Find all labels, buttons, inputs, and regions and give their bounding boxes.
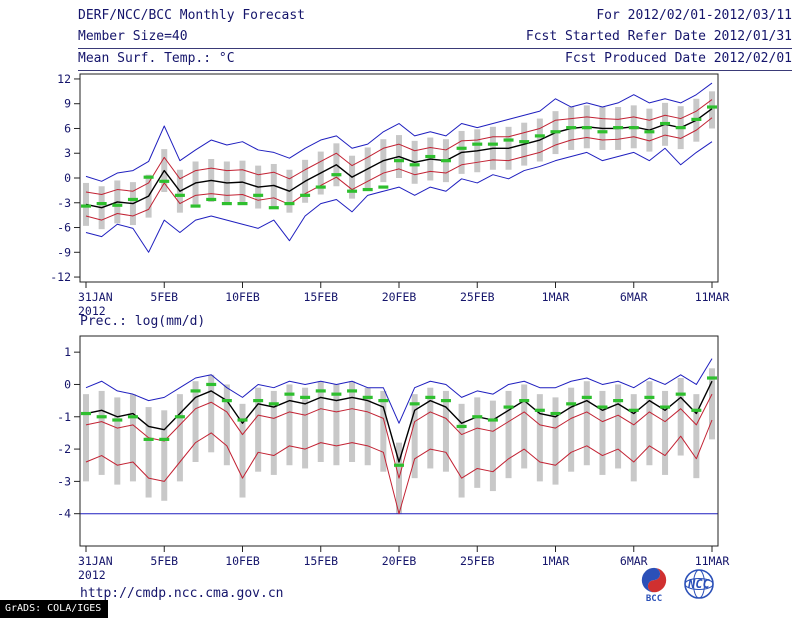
header: DERF/NCC/BCC Monthly Forecast For 2012/0… <box>78 6 792 71</box>
svg-text:31JAN: 31JAN <box>78 290 113 304</box>
svg-text:-4: -4 <box>57 507 71 521</box>
bcc-logo: BCC <box>638 566 670 604</box>
ensemble-min-line <box>85 141 713 253</box>
svg-text:-6: -6 <box>57 221 71 235</box>
plot-frame <box>79 335 719 547</box>
svg-text:15FEB: 15FEB <box>303 290 338 304</box>
header-row-member: Member Size=40 Fcst Started Refer Date 2… <box>78 27 792 49</box>
svg-text:-3: -3 <box>57 196 71 210</box>
header-row-variable: Mean Surf. Temp.: °C Fcst Produced Date … <box>78 49 792 71</box>
logos: BCC NCC <box>638 566 720 604</box>
svg-text:10FEB: 10FEB <box>225 290 260 304</box>
svg-text:0: 0 <box>64 377 71 391</box>
svg-text:5FEB: 5FEB <box>150 554 178 568</box>
fcst-start-date-label: Fcst Started Refer Date 2012/01/31 <box>525 29 792 44</box>
x-axis-ticks: 31JAN 5FEB 10FEB 15FEB 20FEB 25FEB 1MAR 6MAR 11M… <box>78 282 729 304</box>
svg-text:11MAR: 11MAR <box>695 290 730 304</box>
svg-text:1MAR: 1MAR <box>542 554 570 568</box>
precipitation-chart: -4 -3 -2 -1 0 1 31JAN 5FEB 10FEB 15FEB 20FEB 25FEB 1… <box>57 335 729 582</box>
x-axis-year-label: 2012 <box>78 568 106 582</box>
svg-text:5FEB: 5FEB <box>150 290 178 304</box>
source-url[interactable]: http://cmdp.ncc.cma.gov.cn <box>80 586 284 601</box>
svg-text:1: 1 <box>64 345 71 359</box>
svg-text:-2: -2 <box>57 442 71 456</box>
svg-text:6MAR: 6MAR <box>620 290 648 304</box>
observation-dashes <box>81 105 717 210</box>
svg-text:25FEB: 25FEB <box>460 290 495 304</box>
svg-text:-1: -1 <box>57 410 71 424</box>
svg-text:6MAR: 6MAR <box>620 554 648 568</box>
temp-panel-title: Mean Surf. Temp.: °C <box>78 51 235 66</box>
precip-panel-title: Prec.: log(mm/d) <box>80 314 206 329</box>
x-axis-year-label: 2012 <box>78 304 106 318</box>
svg-text:9: 9 <box>64 97 71 111</box>
bcc-logo-icon <box>641 567 667 593</box>
svg-text:-3: -3 <box>57 474 71 488</box>
ncc-logo: NCC <box>678 566 720 602</box>
lower-quartile-line <box>85 117 713 221</box>
svg-text:1MAR: 1MAR <box>542 290 570 304</box>
svg-text:6: 6 <box>64 121 71 135</box>
spread-bars <box>83 368 715 514</box>
ensemble-max-line <box>85 82 713 182</box>
svg-text:20FEB: 20FEB <box>382 554 417 568</box>
svg-text:20FEB: 20FEB <box>382 290 417 304</box>
member-size-label: Member Size=40 <box>78 29 188 44</box>
svg-text:11MAR: 11MAR <box>695 554 730 568</box>
forecast-range-label: For 2012/02/01-2012/03/11 <box>596 8 792 23</box>
ensemble-mean-line <box>85 108 713 209</box>
svg-text:-12: -12 <box>50 270 71 284</box>
grads-credit: GrADS: COLA/IGES <box>0 600 109 618</box>
temperature-chart: -12 -9 -6 -3 0 3 6 9 12 31JAN 5FEB 10FEB 15FEB 20FEB 2… <box>50 72 729 318</box>
observation-dashes <box>81 376 717 467</box>
svg-text:-9: -9 <box>57 245 71 259</box>
svg-text:3: 3 <box>64 146 71 160</box>
page-title: DERF/NCC/BCC Monthly Forecast <box>78 8 305 23</box>
header-row-title: DERF/NCC/BCC Monthly Forecast For 2012/0… <box>78 6 792 27</box>
upper-quartile-line <box>85 99 713 196</box>
y-axis-ticks: -12 -9 -6 -3 0 3 6 9 12 <box>50 72 80 284</box>
ensemble-mean-line <box>85 380 713 463</box>
fcst-produced-date-label: Fcst Produced Date 2012/02/01 <box>565 51 792 66</box>
svg-text:12: 12 <box>57 72 71 86</box>
ncc-logo-icon: NCC <box>684 569 714 599</box>
svg-text:0: 0 <box>64 171 71 185</box>
svg-text:15FEB: 15FEB <box>303 554 338 568</box>
x-axis-ticks: 31JAN 5FEB 10FEB 15FEB 20FEB 25FEB 1MAR 6MAR 11M… <box>78 546 729 568</box>
svg-text:31JAN: 31JAN <box>78 554 113 568</box>
upper-quartile-line <box>85 393 713 479</box>
ensemble-max-line <box>85 358 713 424</box>
ncc-logo-text: NCC <box>687 577 710 591</box>
svg-text:25FEB: 25FEB <box>460 554 495 568</box>
y-axis-ticks: -4 -3 -2 -1 0 1 <box>57 345 80 521</box>
bcc-logo-text: BCC <box>645 594 663 604</box>
svg-text:10FEB: 10FEB <box>225 554 260 568</box>
lower-quartile-line <box>85 419 713 515</box>
